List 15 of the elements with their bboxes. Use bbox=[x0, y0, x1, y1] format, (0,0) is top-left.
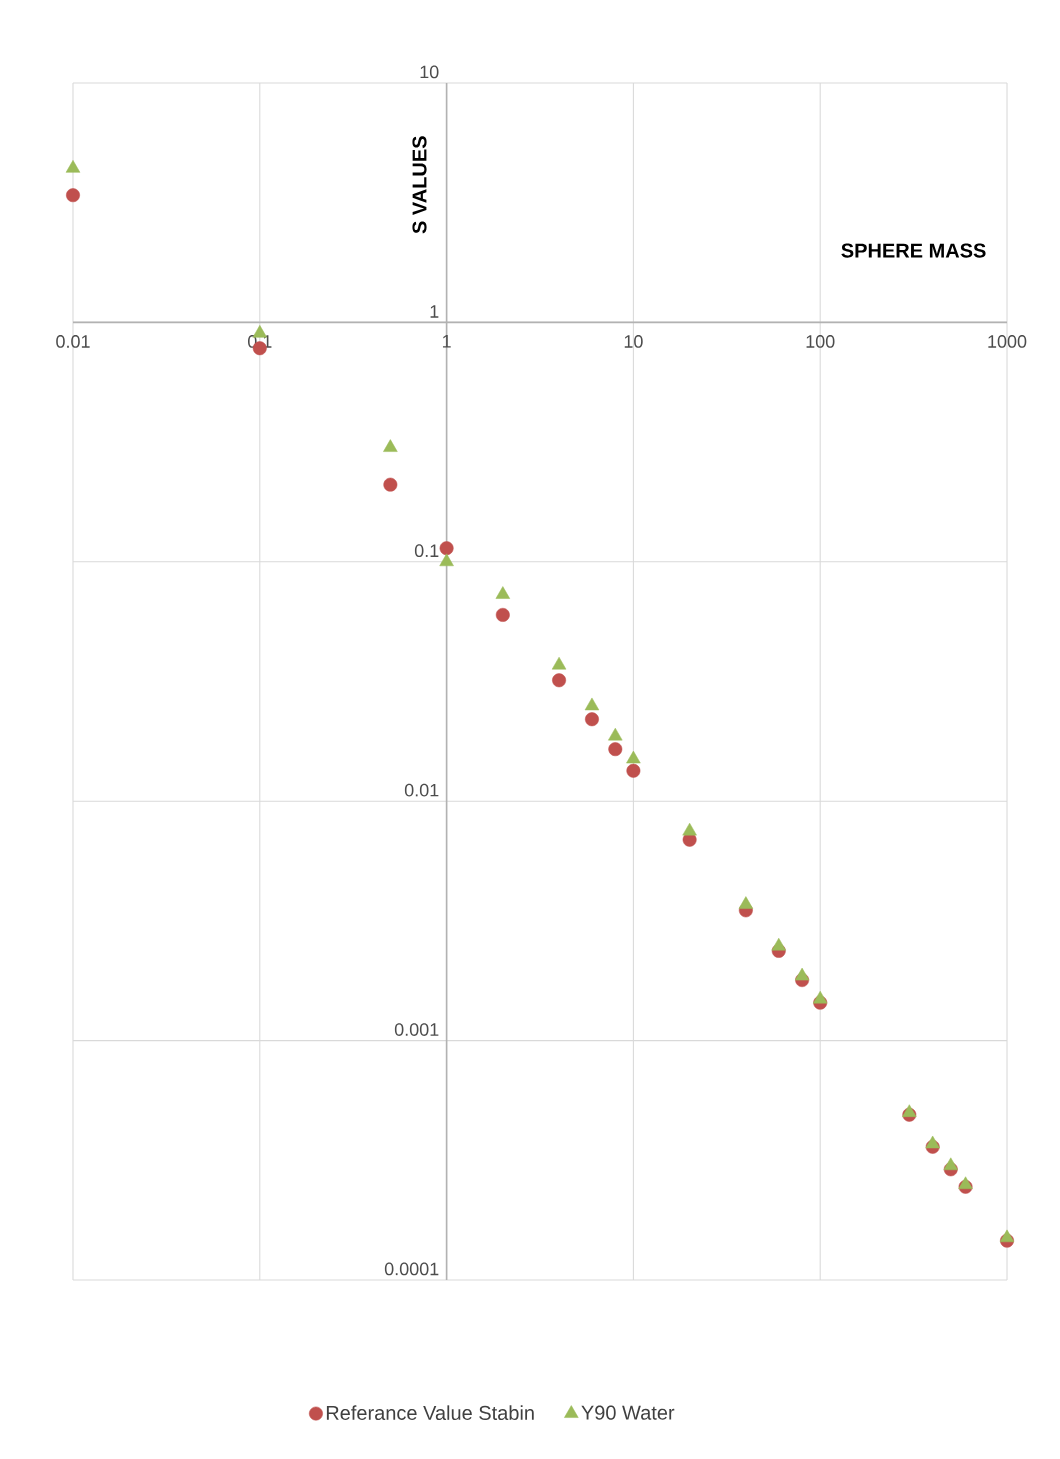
y-axis-title: S VALUES bbox=[412, 136, 427, 234]
legend-label: Y90 Water bbox=[581, 1405, 675, 1420]
y-tick-label: 0.0001 bbox=[384, 1262, 439, 1276]
x-tick-label: 1 bbox=[442, 335, 451, 348]
y-tick-label: 0.1 bbox=[414, 544, 439, 558]
y-tick-label: 1 bbox=[430, 305, 439, 318]
x-tick-label: 0.01 bbox=[56, 335, 90, 348]
y-tick-label: 10 bbox=[420, 65, 439, 79]
y-tick-label: 0.001 bbox=[394, 1023, 439, 1036]
legend-label: Referance Value Stabin bbox=[326, 1405, 534, 1420]
x-tick-label: 1000 bbox=[988, 335, 1027, 348]
y-tick-label: 0.01 bbox=[404, 783, 439, 797]
x-tick-label: 100 bbox=[806, 335, 835, 348]
x-tick-label: 10 bbox=[624, 335, 643, 348]
x-axis-title: SPHERE MASS bbox=[841, 243, 986, 258]
